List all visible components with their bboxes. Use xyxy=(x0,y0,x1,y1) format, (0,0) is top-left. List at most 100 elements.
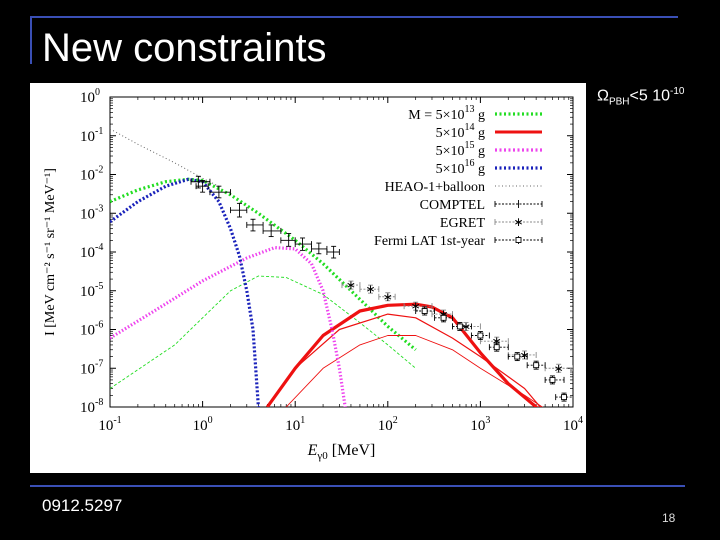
y-tick-base: 10 xyxy=(80,400,95,416)
page-number: 18 xyxy=(662,511,676,525)
legend-label-m15: 5×1015 g xyxy=(436,140,485,159)
x-tick-base: 10 xyxy=(378,418,393,434)
fermi-point-marker xyxy=(549,376,556,383)
y-tick-base: 10 xyxy=(80,245,95,261)
plot-frame xyxy=(109,96,574,408)
fermi-point xyxy=(452,321,472,331)
x-tick-label: 101 xyxy=(285,415,305,434)
y-tick-label: 10-4 xyxy=(80,242,103,261)
x-axis-label-sub: γ0 xyxy=(316,450,328,462)
x-tick-label: 100 xyxy=(193,415,213,434)
fermi-point xyxy=(507,352,528,362)
fermi-point-marker xyxy=(421,308,428,314)
x-tick-label: 104 xyxy=(563,415,583,434)
egret-point-marker: ∗ xyxy=(461,319,471,333)
egret-point: ∗ xyxy=(341,278,361,292)
x-tick-exp: 2 xyxy=(393,415,398,426)
fermi-point xyxy=(434,313,453,323)
y-tick-label: 10-8 xyxy=(80,397,103,416)
comptel-point xyxy=(195,180,209,193)
y-tick-base: 10 xyxy=(80,168,95,184)
x-tick-exp: 1 xyxy=(300,415,305,426)
egret-point-marker: ∗ xyxy=(411,299,421,313)
legend-label-fermi: Fermi LAT 1st-year xyxy=(374,234,485,249)
y-tick-exp: -3 xyxy=(95,203,103,214)
y-tick-label: 10-5 xyxy=(80,281,103,300)
egret-point: ∗ xyxy=(507,348,537,362)
legend-prefix: M = 5×10 xyxy=(408,108,464,123)
legend-prefix: 5×10 xyxy=(436,162,465,177)
y-tick-exp: 0 xyxy=(95,87,100,98)
fermi-point xyxy=(470,331,490,340)
legend-label-m14: 5×1014 g xyxy=(436,122,485,141)
x-tick-label: 103 xyxy=(470,415,490,434)
legend: M = 5×1013 g5×1014 g5×1015 g5×1016 gHEAO… xyxy=(374,104,543,249)
y-tick-exp: -5 xyxy=(95,281,103,292)
fermi-point-marker xyxy=(456,323,463,330)
constraint-mid: <5 10 xyxy=(629,87,671,105)
y-tick-exp: -1 xyxy=(95,126,103,137)
y-tick-label: 10-3 xyxy=(80,203,103,222)
egret-point-marker: ∗ xyxy=(492,334,502,348)
y-tick-exp: -6 xyxy=(95,320,103,331)
legend-exp: 13 xyxy=(465,104,475,115)
comptel-point xyxy=(262,224,282,238)
comptel-point xyxy=(246,218,264,232)
egret-point: ∗ xyxy=(378,290,396,304)
y-tick-label: 100 xyxy=(80,87,100,106)
egret-point-marker: ∗ xyxy=(520,348,530,362)
x-tick-base: 10 xyxy=(563,418,578,434)
legend-unit: g xyxy=(475,108,486,123)
comptel-point xyxy=(209,185,231,199)
fermi-point-marker xyxy=(561,394,567,401)
arxiv-reference: 0912.5297 xyxy=(42,496,123,515)
slide-frame-top xyxy=(30,16,678,18)
legend-label-m13: M = 5×1013 g xyxy=(408,104,485,123)
x-tick-exp: -1 xyxy=(113,415,121,426)
legend-marker-fermi xyxy=(515,237,522,243)
fermi-point-marker xyxy=(514,353,521,360)
egret-point-marker: ∗ xyxy=(383,290,393,304)
egret-point-marker: ∗ xyxy=(365,282,375,296)
x-tick-base: 10 xyxy=(285,418,300,434)
legend-exp: 14 xyxy=(465,122,475,133)
series-m14-total xyxy=(266,302,539,407)
fermi-point-marker xyxy=(493,344,500,351)
x-axis-label-unit: [MeV] xyxy=(328,442,376,459)
x-tick-base: 10 xyxy=(470,418,485,434)
series-m13-secondary xyxy=(110,275,416,389)
y-tick-exp: -8 xyxy=(95,397,103,408)
legend-unit: g xyxy=(475,144,486,159)
y-tick-base: 10 xyxy=(80,129,95,145)
legend-unit: g xyxy=(475,162,486,177)
y-tick-label: 10-2 xyxy=(80,165,103,184)
egret-point-marker: ∗ xyxy=(346,278,356,292)
comptel-point xyxy=(294,237,312,251)
egret-point-marker: ∗ xyxy=(554,361,564,375)
constraint-label: ΩPBH<5 10-10 xyxy=(597,86,684,108)
x-tick-label: 102 xyxy=(378,415,398,434)
y-tick-base: 10 xyxy=(80,90,95,106)
fermi-point-marker xyxy=(477,332,484,339)
fermi-point xyxy=(555,392,573,402)
y-tick-base: 10 xyxy=(80,284,95,300)
legend-label-egret: EGRET xyxy=(440,216,486,231)
egret-point: ∗ xyxy=(359,282,380,296)
x-tick-base: 10 xyxy=(193,418,208,434)
data-points-group: ∗ ∗ ∗ ∗ ∗ ∗ ∗ ∗ ∗ xyxy=(190,175,573,402)
x-tick-label: 10-1 xyxy=(98,415,121,434)
y-tick-base: 10 xyxy=(80,323,95,339)
legend-label-comptel: COMPTEL xyxy=(420,198,485,213)
slide-frame-left xyxy=(30,16,32,64)
legend-label-heao: HEAO-1+balloon xyxy=(385,180,485,195)
chart-svg: 10-1 100 101 102 103 10410010-110-210-310-410… xyxy=(43,87,583,462)
legend-prefix: 5×10 xyxy=(436,126,465,141)
y-axis-label: I [MeV cm⁻² s⁻¹ sr⁻¹ MeV⁻¹] xyxy=(43,168,58,336)
slide-frame-bottom xyxy=(30,485,685,487)
y-tick-exp: -4 xyxy=(95,242,103,253)
gamma-ray-spectrum-chart: 10-1 100 101 102 103 104 100 10-1 10-2 10-3 10-4 10… xyxy=(30,83,586,473)
comptel-point xyxy=(326,245,340,259)
curves-group xyxy=(110,128,544,407)
legend-label-m16: 5×1016 g xyxy=(436,158,485,177)
y-tick-label: 10-7 xyxy=(80,358,103,377)
